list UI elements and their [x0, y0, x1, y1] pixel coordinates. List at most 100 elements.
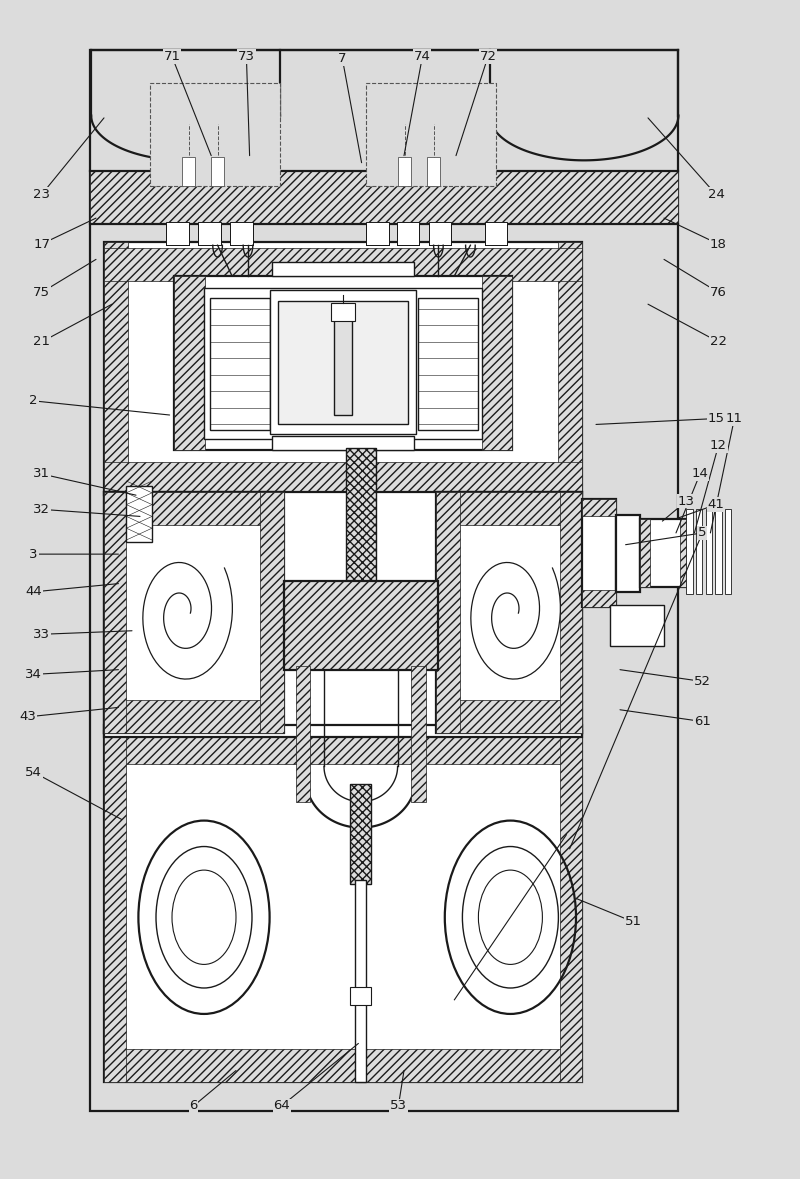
Bar: [346, 448, 376, 584]
Text: 53: 53: [390, 1099, 407, 1113]
Bar: [680, 519, 690, 587]
Text: 14: 14: [691, 467, 709, 481]
Bar: [610, 605, 664, 646]
Bar: [260, 492, 284, 733]
Bar: [366, 83, 496, 186]
Text: 54: 54: [25, 765, 42, 779]
Bar: [104, 1049, 582, 1082]
Text: 6: 6: [190, 1099, 198, 1113]
Text: 73: 73: [238, 50, 255, 64]
Bar: [182, 157, 195, 186]
Bar: [272, 436, 414, 450]
Text: 23: 23: [33, 187, 50, 202]
Text: 44: 44: [26, 585, 42, 599]
Text: 34: 34: [25, 667, 42, 681]
Bar: [104, 492, 582, 733]
Text: 32: 32: [33, 502, 50, 516]
Text: 64: 64: [274, 1099, 290, 1113]
Bar: [174, 276, 512, 450]
Bar: [270, 290, 416, 434]
Bar: [640, 519, 650, 587]
Bar: [126, 486, 152, 542]
Bar: [411, 666, 426, 802]
Text: 22: 22: [710, 335, 727, 349]
Text: 52: 52: [694, 674, 711, 689]
Bar: [366, 222, 389, 245]
Text: 11: 11: [726, 411, 743, 426]
Bar: [427, 157, 440, 186]
Text: 21: 21: [33, 335, 50, 349]
Bar: [429, 222, 451, 245]
Text: 41: 41: [707, 498, 725, 512]
Text: 76: 76: [710, 285, 727, 299]
Bar: [436, 492, 582, 733]
Bar: [211, 157, 224, 186]
Bar: [715, 509, 722, 594]
Bar: [346, 448, 376, 584]
Bar: [166, 222, 189, 245]
Bar: [436, 700, 582, 733]
Bar: [104, 248, 582, 281]
Bar: [418, 298, 478, 430]
Bar: [686, 509, 693, 594]
Text: 17: 17: [33, 237, 50, 251]
Bar: [278, 301, 408, 424]
Bar: [230, 222, 253, 245]
Text: 33: 33: [33, 627, 50, 641]
Text: 13: 13: [678, 494, 695, 508]
Text: 61: 61: [694, 714, 711, 729]
Text: 31: 31: [33, 467, 50, 481]
Bar: [725, 509, 731, 594]
Bar: [355, 880, 366, 1082]
Text: 18: 18: [710, 237, 727, 251]
Text: 71: 71: [163, 50, 181, 64]
Bar: [398, 157, 411, 186]
Bar: [198, 222, 221, 245]
Bar: [104, 731, 582, 764]
Bar: [482, 276, 512, 450]
Text: 72: 72: [479, 50, 497, 64]
Text: 5: 5: [698, 526, 706, 540]
Text: 3: 3: [30, 547, 38, 561]
Bar: [104, 242, 582, 495]
Bar: [150, 83, 280, 186]
Bar: [104, 725, 582, 737]
Text: 15: 15: [707, 411, 725, 426]
Bar: [90, 50, 678, 1111]
Bar: [558, 242, 582, 495]
Bar: [350, 987, 371, 1005]
Bar: [397, 222, 419, 245]
Bar: [296, 666, 310, 802]
Bar: [104, 731, 126, 1082]
Bar: [560, 492, 582, 733]
Bar: [104, 242, 128, 495]
Bar: [104, 462, 582, 495]
Text: 12: 12: [710, 439, 727, 453]
Bar: [104, 492, 284, 733]
Bar: [616, 515, 640, 592]
Bar: [640, 519, 690, 587]
Bar: [582, 590, 616, 607]
Text: 74: 74: [414, 50, 431, 64]
Bar: [284, 581, 438, 670]
Text: 43: 43: [19, 710, 37, 724]
Bar: [104, 731, 582, 1082]
Bar: [104, 492, 126, 733]
Bar: [582, 499, 616, 607]
Bar: [331, 303, 355, 321]
Bar: [204, 288, 482, 439]
Bar: [350, 784, 371, 884]
Bar: [696, 509, 702, 594]
Bar: [350, 784, 371, 884]
Text: 2: 2: [30, 394, 38, 408]
Bar: [485, 222, 507, 245]
Bar: [174, 276, 205, 450]
Bar: [582, 499, 616, 516]
Text: 4: 4: [698, 526, 706, 540]
Bar: [436, 492, 460, 733]
Bar: [90, 171, 678, 224]
Bar: [284, 581, 438, 670]
Bar: [560, 731, 582, 1082]
Text: 7: 7: [338, 52, 346, 66]
Text: 75: 75: [33, 285, 50, 299]
